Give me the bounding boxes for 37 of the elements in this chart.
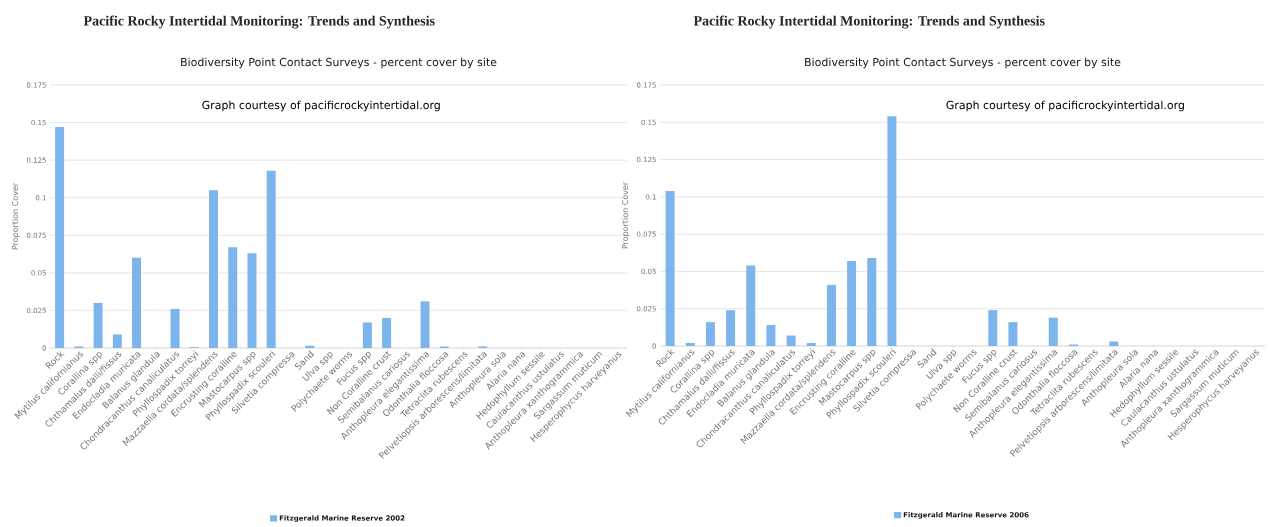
- bar: [132, 257, 142, 348]
- bar: [55, 127, 65, 348]
- bar: [867, 258, 877, 346]
- bar: [665, 190, 675, 346]
- bar: [806, 343, 816, 346]
- bar: [847, 260, 857, 346]
- bar: [112, 334, 122, 348]
- bar: [247, 253, 257, 348]
- bar: [420, 301, 430, 348]
- chart-title: Biodiversity Point Contact Surveys - percent cover by site: [181, 57, 497, 69]
- bar: [988, 310, 998, 346]
- bar: [382, 317, 392, 348]
- bar: [746, 265, 756, 346]
- bar: [228, 247, 238, 348]
- bar: [887, 116, 897, 346]
- bar: [786, 335, 796, 346]
- bar: [209, 190, 218, 348]
- text: Pacific Rocky Intertidal Monitoring: Trends and Synthesis: [693, 15, 1045, 29]
- bar: [305, 345, 315, 348]
- bar: [726, 310, 736, 346]
- bar: [705, 322, 715, 346]
- bar: [362, 322, 372, 348]
- bar: [1109, 341, 1119, 346]
- bar: [766, 325, 776, 346]
- bar: [266, 170, 276, 348]
- annotation: Graph courtesy of pacificrockyintertidal.org: [202, 100, 440, 112]
- bar: [685, 343, 695, 346]
- text: Pacific Rocky Intertidal Monitoring: Trends and Synthesis: [83, 15, 435, 29]
- y-axis-title: Proportion Cover: [11, 182, 20, 250]
- bar: [1008, 322, 1018, 346]
- chart-title: Biodiversity Point Contact Surveys - percent cover by site: [805, 57, 1121, 69]
- bar: [826, 284, 836, 346]
- bar: [93, 302, 103, 348]
- y-axis-title: Proportion Cover: [621, 181, 630, 249]
- bar: [170, 308, 180, 348]
- bar: [1048, 317, 1058, 346]
- annotation: Graph courtesy of pacificrockyintertidal.org: [946, 100, 1184, 112]
